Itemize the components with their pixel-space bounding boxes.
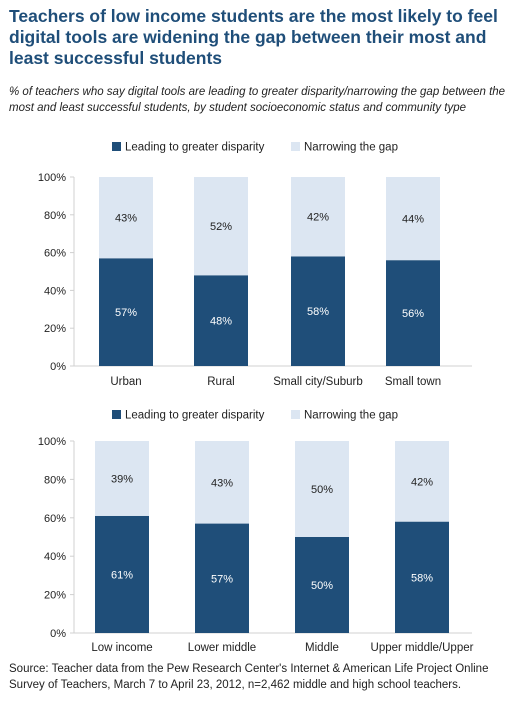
y-tick-label: 0% xyxy=(50,628,66,640)
bar-narrowing xyxy=(386,177,440,261)
y-tick-label: 20% xyxy=(44,323,66,335)
y-tick-label: 80% xyxy=(44,474,66,486)
bar-narrowing xyxy=(95,441,149,516)
y-tick-label: 60% xyxy=(44,248,66,260)
legend-swatch xyxy=(291,142,300,151)
legend-item-disparity: Leading to greater disparity xyxy=(112,410,265,422)
source-note: Source: Teacher data from the Pew Resear… xyxy=(9,663,489,691)
legend-item-narrowing: Narrowing the gap xyxy=(291,142,398,154)
chart-community-type: Leading to greater disparity Narrowing th… xyxy=(0,134,518,394)
y-tick-label: 40% xyxy=(44,551,66,563)
category-label: Small town xyxy=(385,376,441,388)
legend-item-disparity: Leading to greater disparity xyxy=(112,142,265,154)
category-label: Low income xyxy=(91,642,152,654)
bar-disparity xyxy=(295,537,349,633)
data-label: 50% xyxy=(311,580,333,592)
y-tick-label: 80% xyxy=(44,210,66,222)
legend-swatch xyxy=(112,410,121,419)
data-label: 44% xyxy=(402,214,424,226)
bar-narrowing xyxy=(99,177,153,259)
data-label: 56% xyxy=(402,308,424,320)
category-label: Lower middle xyxy=(188,642,256,654)
category-label: Urban xyxy=(110,376,141,388)
bar-disparity xyxy=(95,515,149,633)
y-tick-label: 100% xyxy=(38,172,66,184)
data-label: 43% xyxy=(115,213,137,225)
data-label: 58% xyxy=(411,572,433,584)
data-label: 48% xyxy=(210,316,232,328)
y-tick-label: 20% xyxy=(44,590,66,602)
chart-socioeconomic-status: Leading to greater disparity Narrowing th… xyxy=(0,402,518,657)
chart-socioeconomic-status-svg: Leading to greater disparity Narrowing th… xyxy=(38,410,474,655)
bar-disparity xyxy=(99,258,153,366)
data-label: 50% xyxy=(311,484,333,496)
bar-disparity xyxy=(386,260,440,366)
bar-narrowing xyxy=(295,441,349,537)
data-label: 61% xyxy=(111,569,133,581)
legend-label: Narrowing the gap xyxy=(304,142,398,154)
data-label: 57% xyxy=(211,573,233,585)
bar-narrowing xyxy=(291,177,345,257)
y-tick-label: 100% xyxy=(38,436,66,448)
y-tick-label: 0% xyxy=(50,361,66,373)
legend-label: Leading to greater disparity xyxy=(125,410,265,422)
data-label: 42% xyxy=(411,476,433,488)
data-label: 43% xyxy=(211,477,233,489)
y-tick-label: 40% xyxy=(44,285,66,297)
bar-disparity xyxy=(291,256,345,366)
category-label: Rural xyxy=(207,376,234,388)
legend-swatch xyxy=(112,142,121,151)
bar-disparity xyxy=(194,275,248,366)
y-tick-label: 60% xyxy=(44,513,66,525)
chart-subtitle: % of teachers who say digital tools are … xyxy=(9,86,506,114)
category-label: Upper middle/Upper xyxy=(371,642,474,654)
data-label: 42% xyxy=(307,212,329,224)
legend-label: Narrowing the gap xyxy=(304,410,398,422)
data-label: 52% xyxy=(210,221,232,233)
data-label: 57% xyxy=(115,307,137,319)
chart-title: Teachers of low income students are the … xyxy=(9,6,498,68)
chart-community-type-svg: Leading to greater disparity Narrowing th… xyxy=(38,142,472,388)
legend-item-narrowing: Narrowing the gap xyxy=(291,410,398,422)
category-label: Small city/Suburb xyxy=(273,376,362,388)
bar-narrowing xyxy=(195,441,249,524)
bar-disparity xyxy=(395,521,449,633)
legend-swatch xyxy=(291,410,300,419)
category-label: Middle xyxy=(305,642,339,654)
data-label: 58% xyxy=(307,306,329,318)
legend-label: Leading to greater disparity xyxy=(125,142,265,154)
bar-disparity xyxy=(195,523,249,633)
bar-narrowing xyxy=(194,177,248,276)
bar-narrowing xyxy=(395,441,449,522)
data-label: 39% xyxy=(111,473,133,485)
